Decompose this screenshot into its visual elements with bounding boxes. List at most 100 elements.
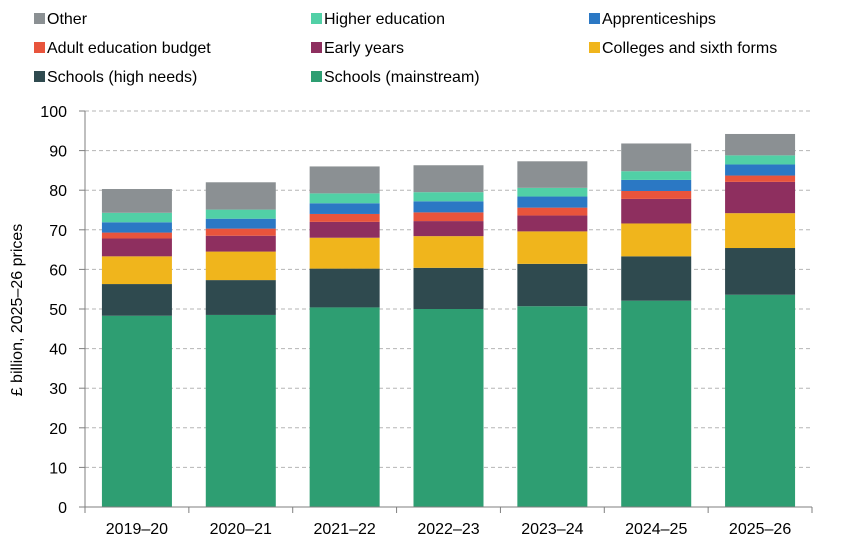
bar-adult-education-budget xyxy=(725,175,796,182)
bar-schools-mainstream xyxy=(309,307,380,507)
legend-item-higher-education: Higher education xyxy=(311,11,445,28)
bar-higher-education xyxy=(621,171,692,180)
bar-adult-education-budget xyxy=(309,213,380,222)
bar-higher-education xyxy=(205,209,276,219)
bar-schools-high-needs xyxy=(413,267,484,309)
y-tick-label: 80 xyxy=(49,183,67,200)
bar-other xyxy=(517,161,588,188)
bar-schools-high-needs xyxy=(205,280,276,315)
legend-label: Early years xyxy=(324,40,404,57)
legend-swatch xyxy=(311,13,322,24)
legend-swatch xyxy=(311,42,322,53)
bar-schools-mainstream xyxy=(413,309,484,507)
bar-higher-education xyxy=(517,187,588,197)
bar-schools-mainstream xyxy=(101,315,172,507)
bar-schools-high-needs xyxy=(101,284,172,316)
bar-apprenticeships xyxy=(101,222,172,233)
bar-apprenticeships xyxy=(517,196,588,208)
bar-early-years xyxy=(413,221,484,237)
bar-apprenticeships xyxy=(621,179,692,191)
legend-label: Apprenticeships xyxy=(602,11,716,28)
bar-early-years xyxy=(621,198,692,224)
x-tick-label: 2019–20 xyxy=(106,521,168,538)
bar-early-years xyxy=(309,221,380,238)
bar-apprenticeships xyxy=(205,218,276,229)
bar-schools-mainstream xyxy=(621,300,692,507)
legend-item-apprenticeships: Apprenticeships xyxy=(589,11,716,28)
legend-item-colleges-and-sixth-forms: Colleges and sixth forms xyxy=(589,40,777,57)
bar-adult-education-budget xyxy=(101,232,172,239)
bar-higher-education xyxy=(101,212,172,223)
bar-adult-education-budget xyxy=(621,190,692,199)
bar-colleges-and-sixth-forms xyxy=(413,236,484,268)
y-tick-label: 10 xyxy=(49,460,67,477)
y-axis-title: £ billion, 2025–26 prices xyxy=(9,224,26,397)
legend-label: Other xyxy=(47,11,88,28)
legend-swatch xyxy=(589,13,600,24)
bar-early-years xyxy=(725,181,796,214)
bar-higher-education xyxy=(309,193,380,204)
bar-apprenticeships xyxy=(725,164,796,176)
legend-label: Colleges and sixth forms xyxy=(602,40,777,57)
x-tick-label: 2020–21 xyxy=(210,521,272,538)
bar-colleges-and-sixth-forms xyxy=(309,237,380,269)
bar-early-years xyxy=(517,215,588,232)
bar-adult-education-budget xyxy=(517,207,588,216)
legend-label: Schools (high needs) xyxy=(47,69,197,86)
legend-label: Schools (mainstream) xyxy=(324,69,480,86)
legend-swatch xyxy=(34,42,45,53)
bar-higher-education xyxy=(725,155,796,165)
legend-item-other: Other xyxy=(34,11,88,28)
y-tick-label: 100 xyxy=(40,104,67,121)
bar-schools-mainstream xyxy=(205,314,276,507)
bar-schools-mainstream xyxy=(517,306,588,507)
bar-other xyxy=(101,189,172,213)
bar-schools-high-needs xyxy=(621,256,692,301)
legend: Other Higher education Apprenticeships Adul… xyxy=(34,11,777,86)
bar-other xyxy=(205,182,276,210)
x-tick-label: 2022–23 xyxy=(417,521,479,538)
bar-other xyxy=(309,166,380,194)
legend-label: Higher education xyxy=(324,11,445,28)
bar-colleges-and-sixth-forms xyxy=(101,256,172,285)
x-tick-label: 2021–22 xyxy=(313,521,375,538)
bar-other xyxy=(725,133,796,156)
bar-schools-high-needs xyxy=(725,248,796,295)
bar-other xyxy=(413,165,484,193)
bar-schools-mainstream xyxy=(725,294,796,507)
bar-colleges-and-sixth-forms xyxy=(517,231,588,264)
y-tick-label: 20 xyxy=(49,421,67,438)
y-tick-label: 90 xyxy=(49,144,67,161)
legend-swatch xyxy=(34,71,45,82)
bar-early-years xyxy=(101,238,172,257)
legend-item-early-years: Early years xyxy=(311,40,404,57)
bar-schools-high-needs xyxy=(309,268,380,308)
bar-colleges-and-sixth-forms xyxy=(725,213,796,249)
bar-early-years xyxy=(205,235,276,252)
x-tick-label: 2025–26 xyxy=(729,521,791,538)
bar-apprenticeships xyxy=(413,201,484,213)
x-tick-label: 2023–24 xyxy=(521,521,583,538)
bar-other xyxy=(621,143,692,172)
y-tick-label: 60 xyxy=(49,262,67,279)
y-tick-label: 40 xyxy=(49,342,67,359)
y-tick-label: 30 xyxy=(49,381,67,398)
legend-swatch xyxy=(589,42,600,53)
y-tick-label: 50 xyxy=(49,302,67,319)
legend-swatch xyxy=(311,71,322,82)
bars xyxy=(101,133,796,507)
legend-item-schools-high-needs: Schools (high needs) xyxy=(34,69,197,86)
bar-adult-education-budget xyxy=(205,228,276,236)
bar-apprenticeships xyxy=(309,203,380,214)
y-tick-label: 0 xyxy=(58,500,67,517)
y-tick-label: 70 xyxy=(49,223,67,240)
bar-higher-education xyxy=(413,192,484,202)
legend-label: Adult education budget xyxy=(47,40,211,57)
bar-colleges-and-sixth-forms xyxy=(621,223,692,257)
legend-item-schools-mainstream: Schools (mainstream) xyxy=(311,69,480,86)
x-tick-label: 2024–25 xyxy=(625,521,687,538)
bar-colleges-and-sixth-forms xyxy=(205,251,276,281)
bar-schools-high-needs xyxy=(517,263,588,307)
